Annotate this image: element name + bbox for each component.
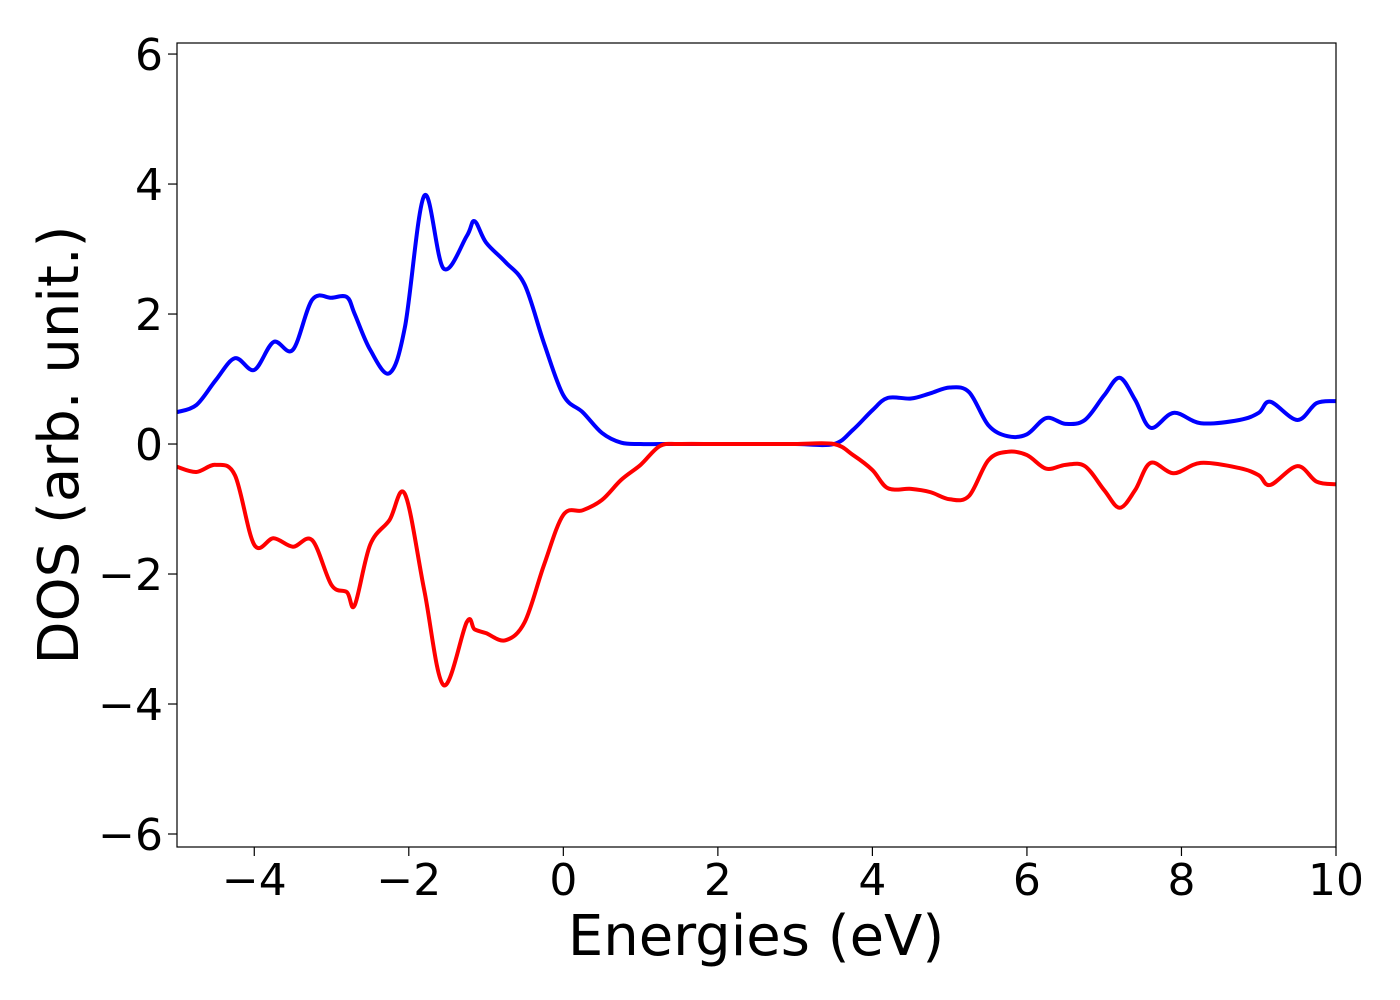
y-tick-label: −4: [98, 680, 163, 731]
x-tick-label: 6: [1013, 855, 1041, 906]
x-tick-label: −2: [376, 855, 441, 906]
plot-frame: [176, 42, 1337, 848]
x-tick-label: 0: [549, 855, 577, 906]
x-axis-label: Energies (eV): [568, 904, 944, 969]
data-line: [177, 193, 1336, 448]
x-tick-label: 2: [704, 855, 732, 906]
y-axis-label: DOS (arb. unit.): [27, 225, 92, 664]
y-tick-label: 4: [135, 160, 163, 211]
y-tick-label: 0: [135, 420, 163, 471]
plot-lines: [177, 193, 1336, 688]
data-line: [177, 441, 1336, 688]
y-tick-label: 2: [135, 290, 163, 341]
y-tick-label: −6: [98, 810, 163, 861]
x-tick-label: −4: [222, 855, 287, 906]
x-tick-label: 8: [1167, 855, 1195, 906]
y-tick-label: 6: [135, 30, 163, 81]
x-tick-label: 4: [858, 855, 886, 906]
x-tick-label: 10: [1308, 855, 1364, 906]
y-tick-label: −2: [98, 550, 163, 601]
